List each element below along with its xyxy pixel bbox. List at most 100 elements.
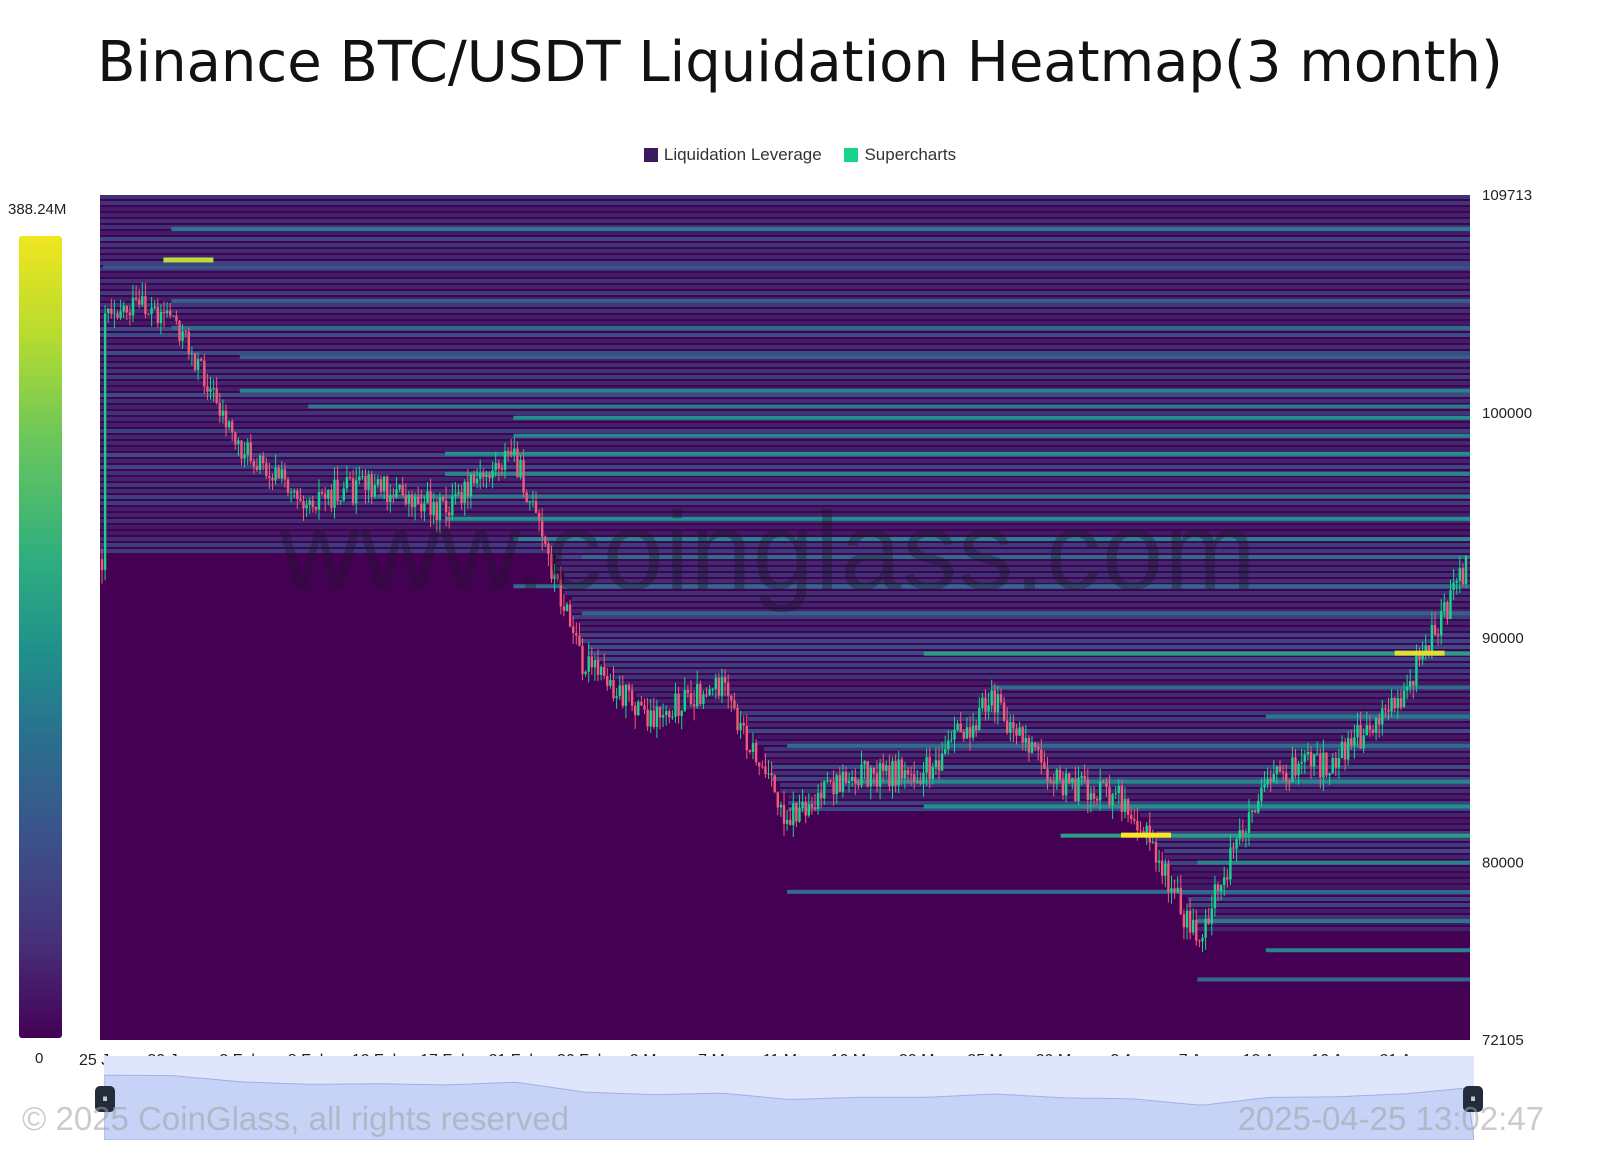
range-navigator[interactable] (103, 1056, 1475, 1141)
candle-body (299, 498, 302, 501)
heatmap-band-texture (572, 597, 1470, 601)
heatmap-band (445, 451, 1470, 456)
candle-body (1154, 841, 1158, 863)
candle-body (122, 305, 125, 312)
candle-body (689, 693, 693, 705)
candle-body (1319, 753, 1322, 778)
navigator-left-handle[interactable]: ⏸ (95, 1086, 115, 1112)
candle-body (1052, 781, 1055, 784)
candle-body (103, 313, 107, 571)
candle-body (761, 766, 764, 768)
candle-body (1095, 798, 1099, 801)
candle-body (953, 730, 956, 740)
heatmap-band-texture (100, 273, 1470, 277)
candle-body (652, 710, 655, 727)
candle-body (612, 679, 615, 699)
candle-body (789, 819, 792, 826)
candle-body (355, 480, 358, 504)
legend-item-supercharts[interactable]: Supercharts (844, 145, 956, 165)
heatmap-band (513, 584, 1470, 589)
candle-body (965, 727, 969, 739)
heatmap-band-texture (1148, 819, 1470, 823)
candle-body (116, 313, 119, 318)
heatmap-band-texture (1196, 927, 1470, 931)
candle-body (646, 709, 649, 727)
candle-body (875, 773, 879, 787)
candle-body (944, 748, 947, 754)
candle-body (661, 715, 665, 718)
heatmap-band-texture (636, 693, 1470, 697)
candle-body (305, 504, 308, 509)
candle-body (999, 694, 1003, 703)
candle-body (621, 685, 624, 706)
navigator-right-handle[interactable]: ⏸ (1463, 1086, 1483, 1112)
candle-body (993, 690, 996, 713)
heatmap-band-texture (100, 399, 1470, 403)
candle-body (1381, 708, 1384, 725)
candle-body (237, 440, 240, 445)
candle-body (265, 463, 268, 477)
candle-body (472, 474, 476, 484)
candle-body (1111, 794, 1114, 806)
candle-body (1061, 779, 1065, 796)
candle-body (1015, 728, 1018, 736)
candle-body (1185, 910, 1189, 928)
heatmap-band-texture (620, 681, 1470, 685)
candle-body (655, 706, 659, 727)
candle-body (748, 750, 752, 752)
heatmap-band-texture (772, 777, 1470, 781)
y-tick-label: 72105 (1482, 1032, 1524, 1049)
candle-body (568, 604, 572, 627)
heatmap-band (1197, 977, 1470, 982)
candle-body (296, 490, 299, 499)
candle-body (711, 688, 714, 690)
candle-body (351, 478, 355, 504)
candle-body (1123, 799, 1127, 812)
candle-body (810, 804, 814, 808)
candle-body (937, 760, 941, 771)
heatmap-band-texture (772, 771, 1470, 775)
candle-body (1433, 624, 1437, 635)
candle-body (773, 775, 776, 793)
heatmap-band (445, 471, 1470, 476)
candle-body (475, 478, 479, 484)
legend: Liquidation Leverage Supercharts (0, 145, 1600, 167)
hotspots (163, 257, 1445, 838)
heatmap-band-texture (1180, 885, 1470, 889)
candle-body (1207, 918, 1210, 924)
candle-body (454, 493, 457, 497)
candle-body (891, 761, 894, 787)
legend-item-liquidation-leverage[interactable]: Liquidation Leverage (643, 145, 822, 165)
heatmap-band-texture (100, 369, 1470, 373)
candle-body (317, 492, 321, 510)
heatmap-band-texture (100, 459, 1470, 463)
heatmap-band-texture (604, 663, 1470, 667)
candle-body (1297, 763, 1300, 776)
candle-body (897, 759, 900, 786)
heatmap-band-texture (100, 339, 1470, 343)
candle-body (1092, 793, 1096, 799)
candle-body (882, 763, 885, 771)
candle-body (1164, 863, 1167, 876)
candle-body (1418, 655, 1421, 660)
candle-body (1071, 778, 1074, 783)
heatmap-band-texture (764, 759, 1470, 763)
legend-label-supercharts: Supercharts (864, 145, 957, 164)
candle-body (559, 579, 562, 607)
heatmap-band-texture (100, 411, 1470, 415)
candle-body (1362, 735, 1365, 749)
candle-body (255, 466, 259, 471)
candle-body (1068, 773, 1071, 783)
heatmap-band-texture (764, 747, 1470, 751)
heatmap-band-texture (580, 639, 1470, 643)
candle-body (1402, 690, 1406, 708)
candle-body (537, 512, 541, 521)
candle-body (913, 774, 916, 783)
candle-body (488, 474, 491, 478)
candle-body (1337, 757, 1341, 768)
heatmap-band (1265, 714, 1470, 719)
candle-body (156, 307, 159, 324)
candle-body (581, 645, 584, 675)
candle-body (1374, 717, 1378, 733)
